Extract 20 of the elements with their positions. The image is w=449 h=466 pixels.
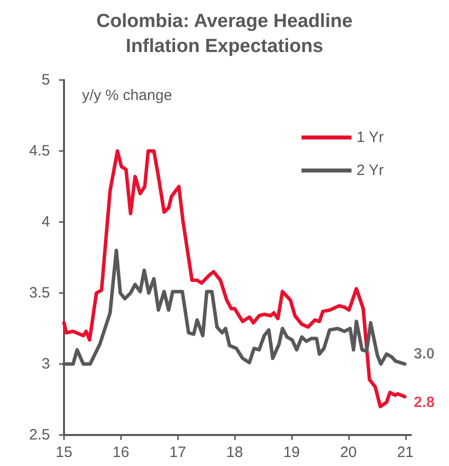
- legend-label: 1 Yr: [356, 129, 384, 146]
- y-tick-label: 2.5: [29, 426, 50, 444]
- legend-label: 2 Yr: [356, 162, 384, 179]
- x-tick-label: 21: [396, 444, 414, 461]
- y-tick-label: 5: [42, 72, 50, 88]
- y-axis-title: y/y % change: [82, 87, 172, 104]
- y-tick-label: 4.5: [29, 142, 50, 160]
- x-tick-label: 16: [112, 444, 130, 461]
- line-series: [62, 149, 406, 408]
- annotation: 3.0: [414, 346, 435, 362]
- x-tick-label: 20: [340, 444, 357, 461]
- x-tick-label: 17: [169, 444, 186, 461]
- x-tick-label: 18: [226, 444, 243, 461]
- y-tick-label: 3.5: [29, 284, 50, 302]
- x-tick-label: 15: [56, 444, 72, 461]
- annotation: 2.8: [414, 394, 435, 412]
- y-tick-label: 4: [42, 214, 50, 230]
- y-tick-label: 3: [42, 356, 50, 372]
- x-tick-label: 19: [283, 444, 300, 461]
- chart-title: Colombia: Average Headline Inflation Expectations: [96, 11, 353, 57]
